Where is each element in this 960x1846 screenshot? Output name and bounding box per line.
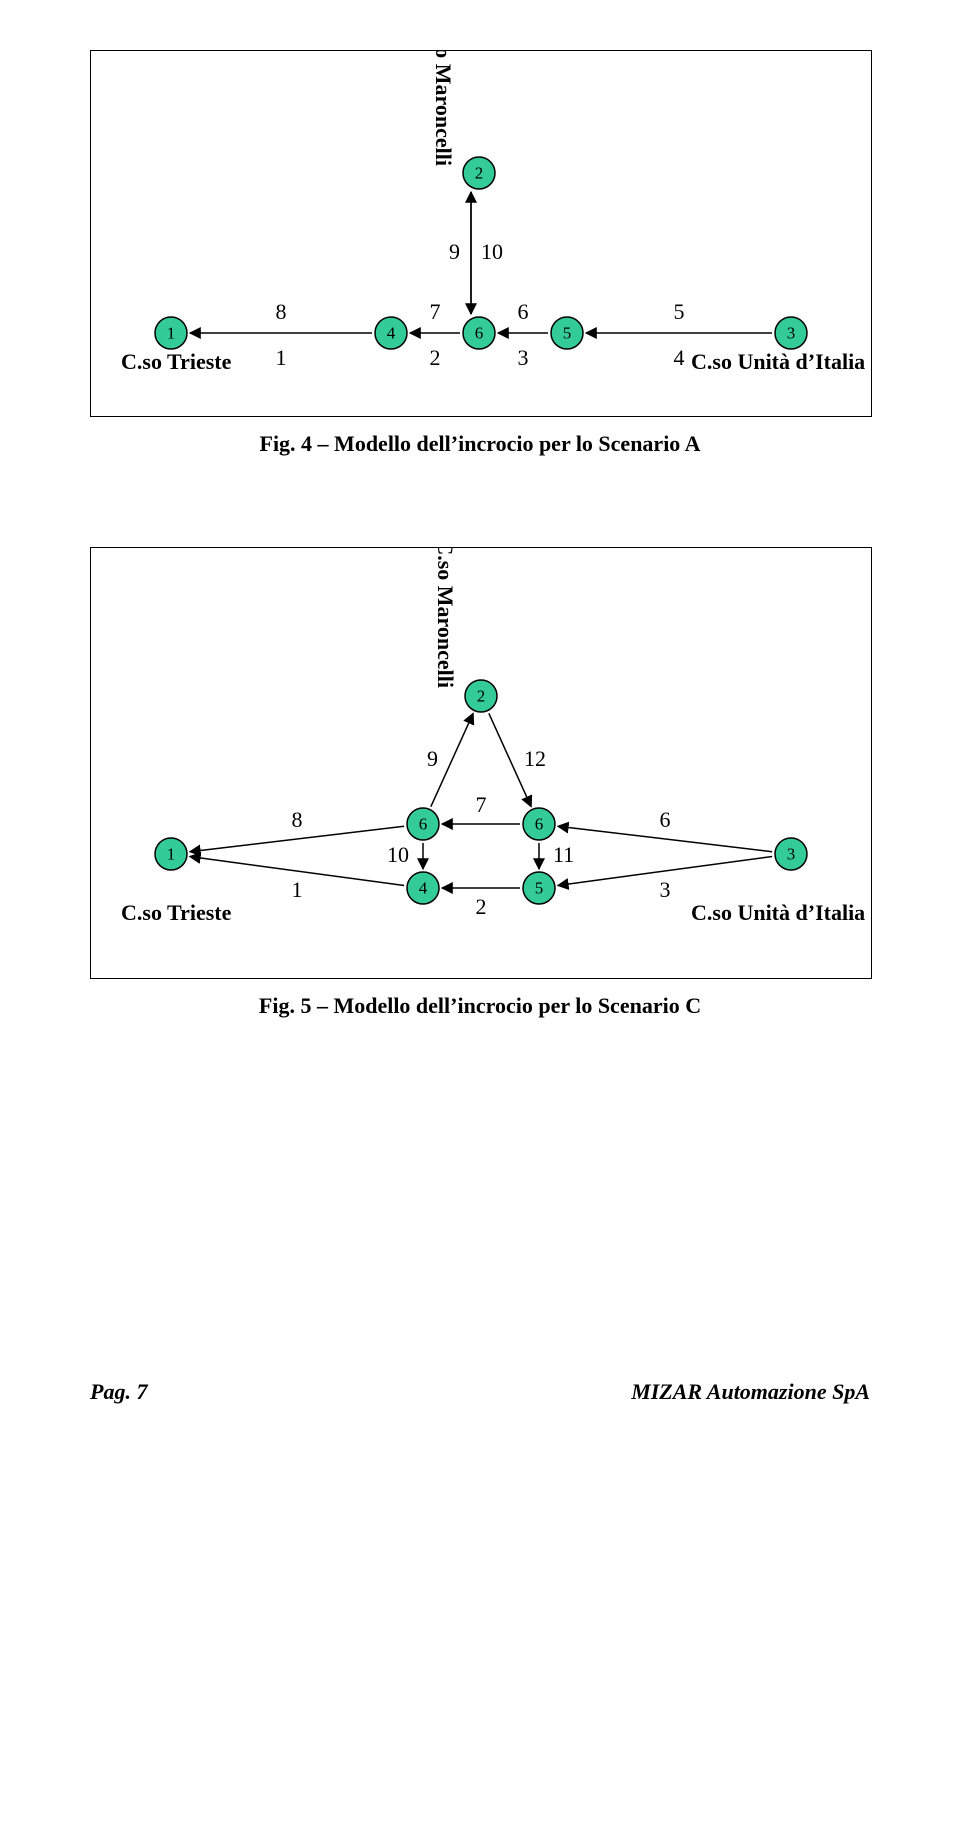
svg-text:9: 9 <box>449 239 460 264</box>
svg-text:2: 2 <box>477 687 486 706</box>
svg-text:1: 1 <box>167 845 176 864</box>
svg-text:4: 4 <box>674 345 685 370</box>
svg-text:10: 10 <box>481 239 503 264</box>
svg-text:9: 9 <box>427 746 438 771</box>
figure-5-box: 8 1 7 10 9 12 11 2 6 3 1 6 4 2 6 5 3 C.so Maroncelli C.so … <box>90 547 872 979</box>
svg-text:1: 1 <box>276 345 287 370</box>
svg-text:C.so Unità d’Italia: C.so Unità d’Italia <box>691 900 865 925</box>
footer-company: MIZAR Automazione SpA <box>631 1379 870 1405</box>
figure-5-svg: 8 1 7 10 9 12 11 2 6 3 1 6 4 2 6 5 3 C.so Maroncelli C.so … <box>91 548 871 978</box>
svg-text:11: 11 <box>553 842 574 867</box>
svg-text:6: 6 <box>518 299 529 324</box>
svg-text:7: 7 <box>476 792 487 817</box>
svg-text:8: 8 <box>276 299 287 324</box>
svg-text:5: 5 <box>563 324 572 343</box>
svg-text:3: 3 <box>518 345 529 370</box>
svg-text:10: 10 <box>387 842 409 867</box>
svg-text:6: 6 <box>475 324 484 343</box>
svg-text:6: 6 <box>660 807 671 832</box>
figure-5-caption: Fig. 5 – Modello dell’incrocio per lo Sc… <box>0 993 960 1019</box>
svg-text:12: 12 <box>524 746 546 771</box>
svg-text:6: 6 <box>535 815 544 834</box>
svg-text:4: 4 <box>387 324 396 343</box>
svg-text:5: 5 <box>674 299 685 324</box>
svg-text:2: 2 <box>476 894 487 919</box>
svg-text:C.so Maroncelli: C.so Maroncelli <box>431 51 456 166</box>
svg-text:1: 1 <box>292 877 303 902</box>
svg-text:4: 4 <box>419 879 428 898</box>
figure-4-box: 8 1 7 2 6 3 5 4 9 10 1 4 6 5 3 2 C.so Maroncelli C.so Tri… <box>90 50 872 417</box>
figure-4-caption: Fig. 4 – Modello dell’incrocio per lo Sc… <box>0 431 960 457</box>
svg-text:2: 2 <box>430 345 441 370</box>
svg-text:7: 7 <box>430 299 441 324</box>
svg-text:C.so Trieste: C.so Trieste <box>121 349 232 374</box>
svg-text:6: 6 <box>419 815 428 834</box>
svg-text:C.so Trieste: C.so Trieste <box>121 900 232 925</box>
figure-4-svg: 8 1 7 2 6 3 5 4 9 10 1 4 6 5 3 2 C.so Maroncelli C.so Tri… <box>91 51 871 416</box>
svg-text:3: 3 <box>660 877 671 902</box>
svg-text:2: 2 <box>475 164 484 183</box>
svg-text:C.so Maroncelli: C.so Maroncelli <box>433 548 458 688</box>
svg-text:1: 1 <box>167 324 176 343</box>
svg-text:5: 5 <box>535 879 544 898</box>
footer-page-number: Pag. 7 <box>90 1379 147 1405</box>
svg-text:3: 3 <box>787 845 796 864</box>
svg-text:8: 8 <box>292 807 303 832</box>
page: 8 1 7 2 6 3 5 4 9 10 1 4 6 5 3 2 C.so Maroncelli C.so Tri… <box>0 50 960 1405</box>
svg-text:C.so Unità d’Italia: C.so Unità d’Italia <box>691 349 865 374</box>
svg-text:3: 3 <box>787 324 796 343</box>
page-footer: Pag. 7 MIZAR Automazione SpA <box>90 1379 870 1405</box>
